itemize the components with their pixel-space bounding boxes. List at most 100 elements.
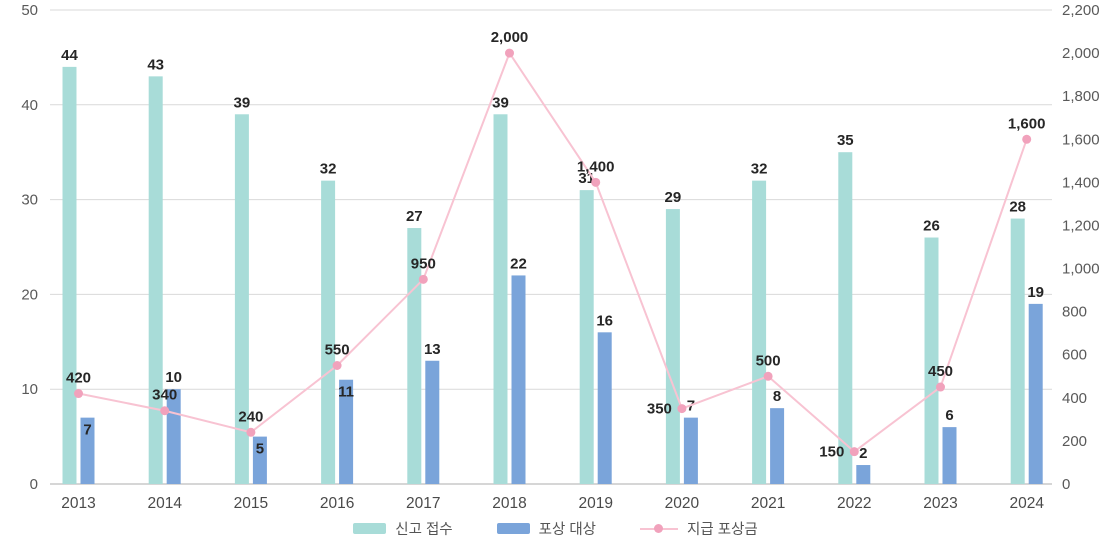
paid-reward-label-2024: 1,600	[1008, 115, 1046, 132]
paid-reward-label-2021: 500	[756, 352, 781, 369]
right-axis-tick: 1,800	[1062, 88, 1100, 105]
legend-item-reward-targets[interactable]: 포상 대상	[496, 518, 597, 539]
x-axis-label-2024: 2024	[1009, 495, 1044, 512]
bar-reward-targets-2017	[425, 360, 440, 484]
left-axis-tick: 0	[30, 476, 38, 493]
bar-reports-label-2020: 29	[665, 189, 682, 206]
x-axis-label-2014: 2014	[147, 495, 182, 512]
paid-reward-point-2021	[763, 371, 773, 381]
paid-reward-point-2014	[160, 406, 170, 416]
bar-reports-2015	[234, 114, 249, 484]
bar-reward-targets-label-2021: 8	[773, 388, 781, 405]
legend-item-reports[interactable]: 신고 접수	[353, 518, 453, 539]
paid-reward-point-2018	[505, 48, 514, 58]
paid-reward-point-2017	[418, 274, 428, 284]
bar-reward-targets-2021	[770, 408, 785, 484]
paid-reward-line	[78, 52, 1028, 453]
legend-label-paid-reward: 지급 포상금	[687, 522, 758, 538]
bar-reward-targets-2022	[856, 465, 871, 484]
paid-reward-label-2018: 2,000	[491, 29, 529, 46]
bar-reports-label-2023: 26	[923, 218, 940, 235]
right-axis-tick: 1,600	[1062, 131, 1100, 148]
bar-reward-targets-label-2019: 16	[596, 312, 613, 329]
chart-legend: 신고 접수 포상 대상 지급 포상금	[0, 518, 1111, 539]
paid-reward-label-2017: 950	[411, 255, 436, 272]
right-axis-tick: 800	[1062, 304, 1087, 321]
paid-reward-label-2022: 150	[819, 444, 844, 461]
legend-swatch-reward-targets	[496, 523, 530, 534]
right-axis-tick: 2,000	[1062, 45, 1100, 62]
paid-reward-point-2023	[936, 382, 945, 392]
paid-reward-point-2019	[591, 177, 601, 187]
legend-line-marker-icon	[640, 523, 679, 534]
paid-reward-label-2015: 240	[238, 408, 263, 425]
paid-reward-label-2020: 350	[647, 401, 672, 418]
bar-reports-2021	[752, 180, 767, 484]
right-axis-tick: 1,000	[1062, 261, 1100, 278]
right-axis-tick: 1,400	[1062, 174, 1100, 191]
bar-reward-targets-2024	[1028, 303, 1043, 484]
paid-reward-point-2022	[849, 447, 859, 457]
x-axis-label-2022: 2022	[837, 495, 871, 512]
x-axis-label-2019: 2019	[578, 495, 612, 512]
bar-reward-targets-label-2022: 2	[859, 445, 867, 462]
left-axis-tick: 40	[21, 97, 38, 114]
right-axis-tick: 1,200	[1062, 217, 1100, 234]
bar-reports-2024	[1010, 218, 1025, 484]
bar-reports-label-2018: 39	[492, 94, 509, 111]
bar-reports-2020	[665, 209, 680, 484]
right-axis-tick: 400	[1062, 390, 1087, 407]
bar-reports-2016	[321, 180, 336, 484]
bar-reports-2019	[579, 190, 594, 484]
paid-reward-label-2016: 550	[325, 342, 350, 359]
bar-reward-targets-2015	[252, 436, 267, 484]
bar-reward-targets-2019	[597, 332, 612, 484]
legend-swatch-reports	[353, 523, 387, 534]
paid-reward-point-2015	[246, 427, 256, 437]
left-axis-tick: 50	[21, 2, 38, 19]
bar-reports-label-2015: 39	[234, 94, 251, 111]
legend-item-paid-reward[interactable]: 지급 포상금	[640, 518, 758, 539]
bar-reward-targets-2018	[511, 275, 526, 484]
bar-reports-label-2013: 44	[61, 47, 78, 64]
legend-label-reward-targets: 포상 대상	[538, 522, 597, 538]
right-axis-tick: 0	[1062, 476, 1070, 493]
bar-reports-label-2016: 32	[320, 161, 337, 178]
left-axis-tick: 30	[21, 192, 38, 209]
bar-reports-label-2014: 43	[147, 56, 164, 73]
paid-reward-label-2019: 1,400	[577, 158, 615, 175]
bar-reward-targets-label-2017: 13	[424, 341, 441, 358]
bar-reward-targets-label-2014: 10	[165, 369, 182, 386]
legend-label-reports: 신고 접수	[395, 522, 453, 538]
left-axis-tick: 20	[21, 286, 38, 303]
bar-reports-label-2017: 27	[406, 208, 423, 225]
left-axis-tick: 10	[21, 381, 38, 398]
x-axis-label-2018: 2018	[492, 495, 526, 512]
x-axis-label-2021: 2021	[751, 495, 785, 512]
paid-reward-point-2024	[1022, 134, 1032, 144]
right-axis-tick: 2,200	[1062, 2, 1100, 19]
paid-reward-label-2023: 450	[928, 363, 953, 380]
bar-reports-2018	[493, 114, 508, 484]
bar-reward-targets-2020	[683, 417, 698, 484]
bar-reports-label-2022: 35	[837, 132, 854, 149]
x-axis-label-2017: 2017	[406, 495, 440, 512]
bar-reports-label-2024: 28	[1009, 199, 1026, 216]
bar-reports-2014	[148, 76, 163, 485]
bar-reports-label-2021: 32	[751, 161, 768, 178]
paid-reward-point-2016	[332, 361, 342, 370]
bar-reward-targets-label-2013: 7	[83, 422, 91, 439]
bar-reward-targets-2023	[942, 427, 957, 484]
paid-reward-label-2014: 340	[152, 387, 177, 404]
bar-reward-targets-label-2015: 5	[256, 441, 264, 458]
right-axis-tick: 200	[1062, 433, 1087, 450]
paid-reward-point-2020	[677, 404, 687, 414]
bar-reward-targets-2013	[80, 417, 95, 484]
x-axis-label-2020: 2020	[665, 495, 700, 512]
bar-reward-targets-2016	[339, 379, 354, 484]
bar-reports-2013	[62, 66, 77, 484]
bar-reward-targets-label-2018: 22	[510, 255, 527, 272]
x-axis-label-2015: 2015	[234, 495, 268, 512]
bar-reports-2023	[924, 237, 939, 484]
